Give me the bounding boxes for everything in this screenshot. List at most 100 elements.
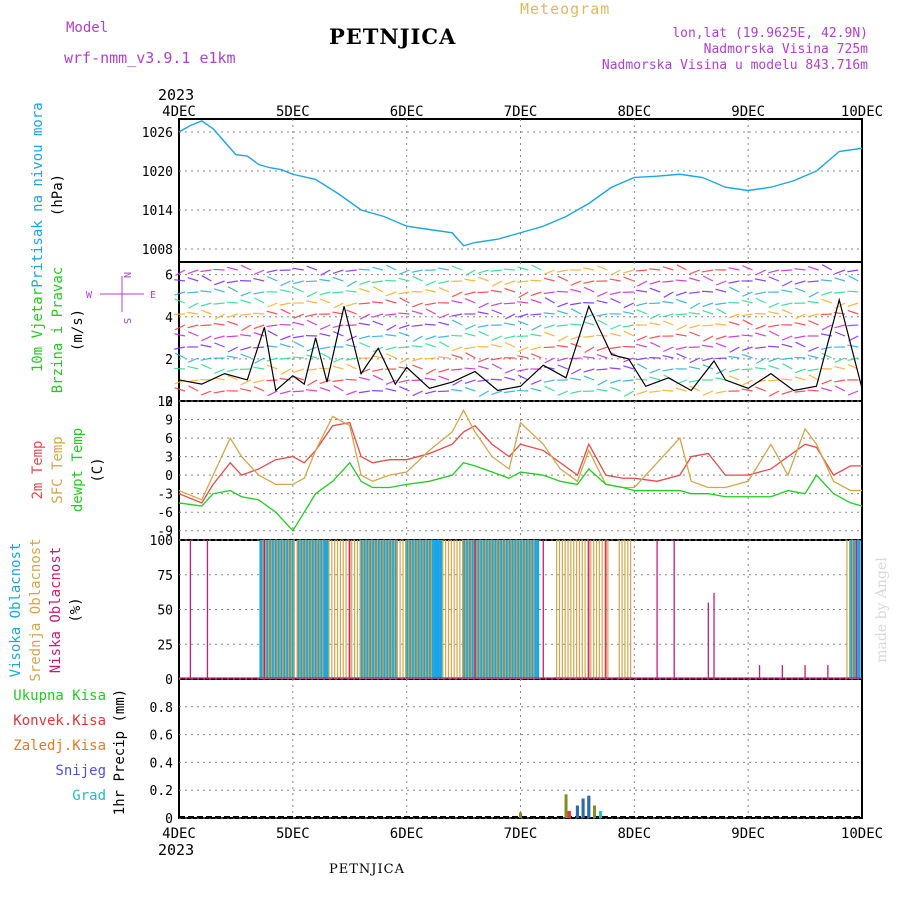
wind-vector (174, 291, 186, 296)
wind-vector (213, 268, 225, 271)
wind-vector (517, 266, 529, 271)
wind-vector (307, 379, 318, 387)
wind-vector (623, 365, 634, 370)
wind-vector (543, 312, 555, 315)
wind-vector (385, 279, 397, 282)
wind-vector (320, 352, 331, 359)
precip-ylabel: 1hr Precip (mm) (112, 689, 128, 815)
wind-vector (807, 280, 819, 283)
wind-vector (517, 313, 529, 318)
wind-vector (411, 269, 423, 273)
wind-vector (702, 310, 714, 315)
wind-vector (794, 368, 806, 374)
wind-vector (253, 269, 265, 276)
wind-vector (610, 386, 621, 392)
y-tick-label: 75 (157, 569, 173, 584)
wind-vector (346, 363, 357, 370)
wind-vector (807, 368, 819, 372)
wind-vector (319, 278, 331, 282)
wind-vector (847, 290, 859, 293)
wind-vector (742, 265, 753, 271)
wind-vector (504, 280, 516, 285)
wind-vector (570, 302, 582, 306)
wind-vector (557, 390, 569, 397)
wind-vector (240, 313, 252, 316)
x-tick-bottom: 9DEC (731, 826, 765, 842)
wind-vector (834, 277, 846, 282)
wind-vector (214, 313, 225, 320)
wind-vector (715, 357, 727, 360)
wind-vector (702, 357, 714, 362)
wind-vector (412, 302, 423, 308)
wind-vector (412, 275, 423, 282)
y-tick-label: 1020 (142, 165, 173, 180)
wind-vector (425, 280, 437, 287)
wind-vector (266, 302, 278, 308)
wind-vector (464, 346, 476, 350)
wind-vector (438, 375, 450, 381)
wind-vector (702, 344, 714, 348)
wind-vector (504, 368, 516, 374)
wind-vector (517, 389, 529, 392)
wind-vector (782, 363, 793, 370)
precip-bar (575, 805, 579, 818)
wind-vector (781, 302, 793, 307)
wind-vector (332, 269, 344, 274)
wind-vector (556, 324, 568, 327)
wind-vector (385, 353, 397, 359)
wind-vector (478, 276, 489, 282)
wind-vector (491, 302, 502, 307)
wind-vector (504, 390, 516, 394)
wind-vector (478, 330, 489, 337)
wind-vector (478, 390, 489, 398)
wind-vector (438, 313, 450, 319)
wind-vector (807, 266, 819, 271)
wind-vector (477, 311, 489, 315)
wind-vector (688, 291, 700, 294)
wind-vector (623, 330, 635, 337)
wind-vector (240, 379, 252, 386)
y-tick-label: 1014 (142, 204, 173, 219)
x-tick-top: 4DEC (162, 104, 196, 120)
wind-vector (359, 288, 370, 293)
wind-vector (821, 352, 833, 359)
wind-vector (319, 332, 331, 337)
wind-vector (451, 334, 463, 337)
wind-vector (332, 379, 344, 383)
wind-vector (833, 291, 846, 294)
wind-vector (226, 301, 238, 304)
wind-vector (504, 322, 516, 326)
wind-vector (477, 291, 489, 294)
wind-vector (689, 357, 701, 364)
wind-vector (306, 300, 318, 304)
wind-vector (794, 287, 806, 293)
wind-vector (675, 291, 687, 296)
wind-vector (781, 378, 793, 381)
temp-line-1 (178, 421, 862, 504)
wind-vector (754, 278, 766, 282)
wind-vector (518, 291, 529, 299)
wind-vector (253, 332, 265, 337)
precip-bar (519, 812, 522, 818)
wind-vector (703, 335, 714, 342)
wind-vector (477, 324, 489, 328)
x-tick-bottom: 6DEC (390, 826, 424, 842)
coords-label: lon,lat (19.9625E, 42.9N) (672, 26, 868, 41)
wind-vector (794, 322, 806, 326)
wind-vector (227, 313, 238, 318)
wind-vector (504, 376, 516, 381)
wind-vector (675, 279, 687, 282)
wind-vector (570, 390, 582, 395)
x-tick-bottom: 5DEC (276, 826, 310, 842)
wind-vector (213, 390, 225, 394)
wind-vector (491, 363, 503, 370)
wind-vector (174, 279, 186, 282)
wind-vector (187, 269, 199, 275)
wind-vector (820, 313, 832, 316)
wind-vector (411, 345, 423, 348)
precip-legend-5: Grad (72, 788, 106, 804)
wind-vector (530, 387, 542, 392)
wind-vector (424, 357, 436, 360)
cloud-ylabel-4: (%) (68, 597, 84, 622)
model-elevation-label: Nadmorska Visina u modelu 843.716m (601, 58, 868, 73)
